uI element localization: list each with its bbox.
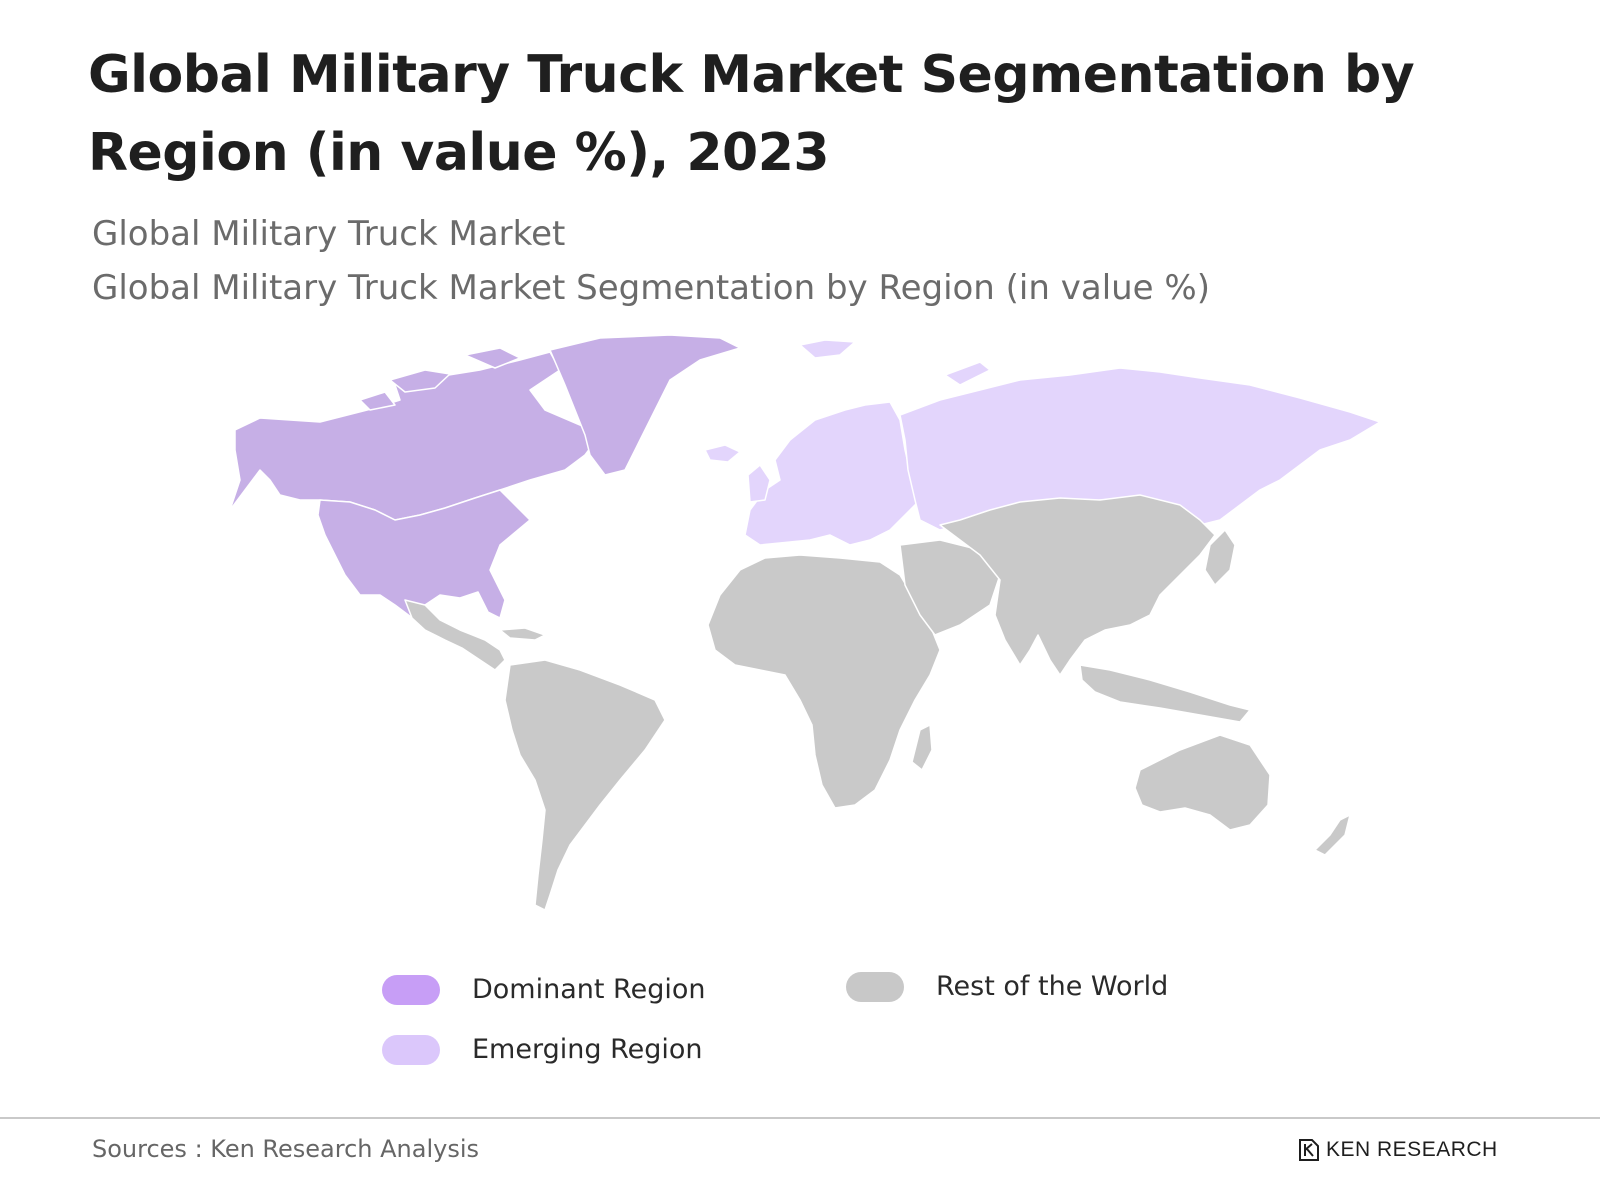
region-southeast-asia: [1079, 664, 1251, 723]
region-europe: [744, 401, 921, 546]
chart-subtitle: Global Military Truck Market: [92, 214, 566, 254]
region-uk: [747, 464, 771, 503]
region-greenland: [549, 334, 741, 476]
legend-swatch-emerging: [382, 1034, 440, 1065]
legend-label-emerging: Emerging Region: [472, 1034, 703, 1065]
footer-divider: [0, 1117, 1600, 1119]
source-note: Sources : Ken Research Analysis: [92, 1135, 480, 1163]
region-central-america: [404, 599, 506, 671]
ken-research-logo: KEN RESEARCH: [1298, 1138, 1498, 1162]
page-title: Global Military Truck Market Segmentatio…: [88, 45, 1415, 183]
legend-label-dominant: Dominant Region: [472, 974, 706, 1005]
world-map: [200, 330, 1430, 930]
region-caribbean: [499, 627, 546, 641]
region-new-zealand: [1314, 814, 1351, 856]
legend-label-rest: Rest of the World: [936, 971, 1169, 1002]
chart-caption: Global Military Truck Market Segmentatio…: [92, 268, 1210, 308]
region-australia: [1134, 734, 1271, 831]
logo-text: KEN RESEARCH: [1326, 1138, 1498, 1161]
legend-item-dominant: Dominant Region: [382, 974, 705, 1005]
region-south-america: [504, 659, 666, 911]
region-iceland: [704, 444, 741, 463]
region-asia: [939, 494, 1216, 676]
region-arctic-islands: [359, 347, 521, 411]
region-north-america-us: [317, 489, 531, 621]
logo-icon: [1299, 1139, 1319, 1161]
region-svalbard: [799, 339, 856, 359]
region-africa: [707, 554, 941, 809]
region-novaya-zemlya: [944, 361, 991, 386]
legend-swatch-rest: [846, 971, 904, 1002]
region-madagascar: [911, 724, 933, 771]
legend-item-emerging: Emerging Region: [382, 1034, 703, 1065]
world-map-svg: [229, 334, 1381, 911]
legend-swatch-dominant: [382, 974, 440, 1005]
region-japan: [1204, 529, 1236, 586]
legend-item-rest: Rest of the World: [846, 971, 1168, 1002]
region-middle-east: [899, 539, 1001, 636]
